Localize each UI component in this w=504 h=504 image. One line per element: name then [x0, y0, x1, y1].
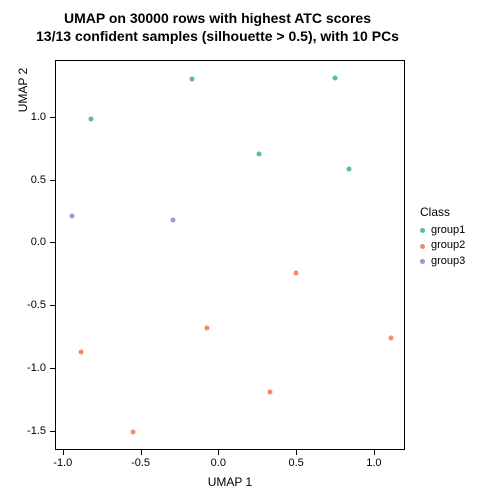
- legend-swatch: [420, 259, 425, 264]
- y-tick: [50, 242, 55, 243]
- y-tick: [50, 305, 55, 306]
- legend-item: group1: [420, 223, 465, 238]
- legend-title: Class: [420, 205, 465, 219]
- legend: Class group1group2group3: [420, 205, 465, 269]
- x-tick: [374, 450, 375, 455]
- data-point: [130, 430, 135, 435]
- data-point: [389, 336, 394, 341]
- y-tick-label: -1.0: [0, 362, 46, 374]
- y-tick: [50, 180, 55, 181]
- x-tick: [218, 450, 219, 455]
- x-tick: [141, 450, 142, 455]
- data-point: [88, 117, 93, 122]
- legend-label: group3: [431, 254, 465, 269]
- legend-label: group1: [431, 223, 465, 238]
- chart-title-line2: 13/13 confident samples (silhouette > 0.…: [36, 28, 399, 44]
- data-point: [294, 270, 299, 275]
- legend-swatch: [420, 244, 425, 249]
- data-point: [205, 325, 210, 330]
- data-point: [171, 217, 176, 222]
- chart-title: UMAP on 30000 rows with highest ATC scor…: [0, 10, 435, 45]
- legend-swatch: [420, 228, 425, 233]
- data-point: [189, 76, 194, 81]
- y-tick-label: -0.5: [0, 299, 46, 311]
- x-tick-label: 0.5: [288, 457, 303, 469]
- y-tick: [50, 368, 55, 369]
- data-point: [256, 152, 261, 157]
- data-point: [347, 167, 352, 172]
- umap-scatter-chart: UMAP on 30000 rows with highest ATC scor…: [0, 0, 504, 504]
- data-point: [333, 75, 338, 80]
- legend-item: group3: [420, 254, 465, 269]
- x-tick-label: -0.5: [131, 457, 150, 469]
- legend-item: group2: [420, 238, 465, 253]
- data-point: [79, 349, 84, 354]
- y-tick-label: 0.5: [0, 174, 46, 186]
- data-point: [70, 214, 75, 219]
- x-tick-label: 0.0: [211, 457, 226, 469]
- x-tick-label: 1.0: [366, 457, 381, 469]
- y-tick-label: -1.5: [0, 425, 46, 437]
- y-tick-label: 0.0: [0, 236, 46, 248]
- x-tick: [63, 450, 64, 455]
- y-tick-label: 1.0: [0, 111, 46, 123]
- y-tick: [50, 117, 55, 118]
- plot-area: [55, 60, 405, 450]
- chart-title-line1: UMAP on 30000 rows with highest ATC scor…: [64, 10, 371, 26]
- y-tick: [50, 431, 55, 432]
- x-axis-label: UMAP 1: [55, 475, 405, 489]
- x-tick-label: -1.0: [53, 457, 72, 469]
- legend-label: group2: [431, 238, 465, 253]
- x-tick: [296, 450, 297, 455]
- data-point: [267, 390, 272, 395]
